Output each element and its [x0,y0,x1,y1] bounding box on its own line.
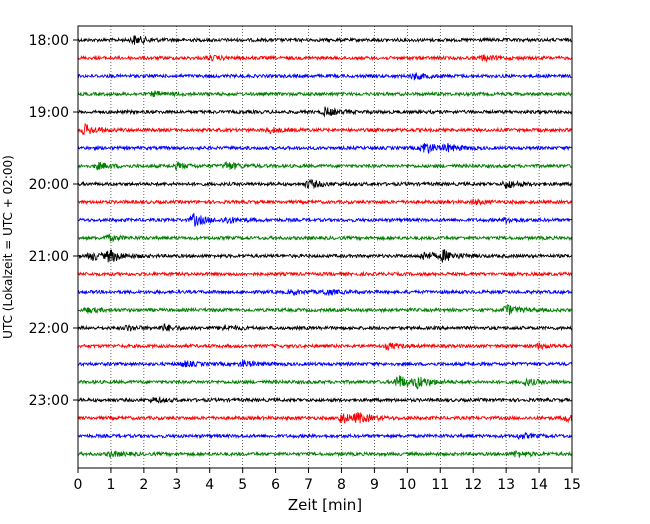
x-tick-label: 3 [172,477,181,493]
x-tick-label: 15 [563,477,581,493]
trace-2330 [77,431,573,440]
trace-2245 [77,375,573,390]
trace-1945 [77,161,573,171]
x-axis-ticks: 0 1 2 3 4 5 6 7 8 9 10 11 12 13 14 15 [74,468,581,493]
x-axis-label: Zeit [min] [288,496,362,514]
trace-2015 [77,198,573,206]
x-tick-label: 8 [337,477,346,493]
trace-2345 [77,449,573,458]
trace-1800 [77,35,573,45]
trace-1915 [77,122,573,135]
x-tick-label: 7 [304,477,313,493]
y-axis-ticks: 18:00 19:00 20:00 21:00 22:00 23:00 [29,33,78,409]
trace-2230 [77,359,573,368]
x-tick-label: 0 [74,477,83,493]
y-tick-label: 18:00 [29,33,69,49]
seismogram-traces [77,35,573,458]
y-tick-label: 21:00 [29,249,69,265]
x-tick-label: 13 [497,477,515,493]
plot-frame [77,25,573,469]
x-tick-label: 12 [464,477,482,493]
trace-1845 [77,90,573,98]
x-tick-label: 9 [370,477,379,493]
trace-2115 [77,270,573,278]
x-tick-label: 5 [238,477,247,493]
x-tick-label: 14 [530,477,548,493]
y-tick-label: 23:00 [29,393,69,409]
trace-2045 [77,233,573,243]
y-tick-label: 19:00 [29,105,69,121]
trace-2130 [77,288,573,297]
y-axis-label: UTC (Lokalzeit = UTC + 02:00) [1,155,15,339]
y-tick-label: 22:00 [29,321,69,337]
trace-1830 [77,72,573,81]
trace-2030 [77,212,573,227]
trace-1930 [77,142,573,155]
trace-2300 [77,395,573,404]
x-tick-label: 10 [398,477,416,493]
trace-2145 [77,303,573,316]
trace-2000 [77,179,573,190]
trace-2200 [77,323,573,332]
x-tick-label: 4 [205,477,214,493]
x-tick-label: 6 [271,477,280,493]
trace-2215 [77,341,573,352]
trace-1815 [77,54,573,63]
trace-2100 [77,249,573,264]
trace-2315 [77,412,573,424]
x-tick-label: 11 [431,477,449,493]
x-tick-label: 1 [106,477,115,493]
x-tick-label: 2 [139,477,148,493]
y-tick-label: 20:00 [29,177,69,193]
trace-1900 [77,106,573,118]
